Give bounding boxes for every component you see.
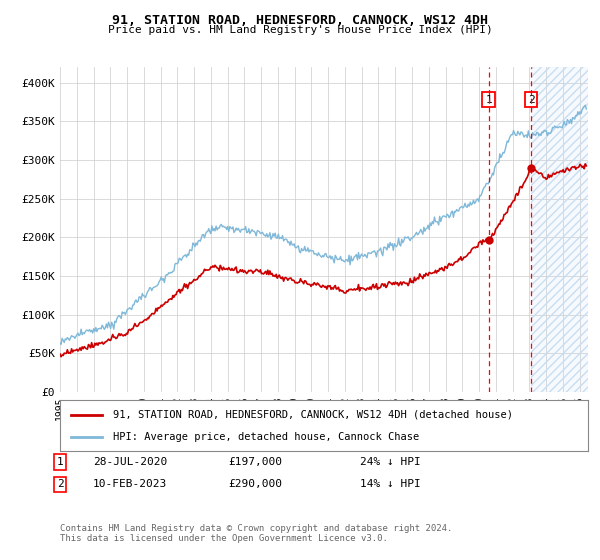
Text: £290,000: £290,000 <box>228 479 282 489</box>
Text: 1: 1 <box>485 95 492 105</box>
Text: 2: 2 <box>528 95 535 105</box>
Text: 91, STATION ROAD, HEDNESFORD, CANNOCK, WS12 4DH (detached house): 91, STATION ROAD, HEDNESFORD, CANNOCK, W… <box>113 409 513 419</box>
Text: 1: 1 <box>56 457 64 467</box>
Text: 28-JUL-2020: 28-JUL-2020 <box>93 457 167 467</box>
Text: 24% ↓ HPI: 24% ↓ HPI <box>360 457 421 467</box>
Text: £197,000: £197,000 <box>228 457 282 467</box>
Text: 10-FEB-2023: 10-FEB-2023 <box>93 479 167 489</box>
Text: 91, STATION ROAD, HEDNESFORD, CANNOCK, WS12 4DH: 91, STATION ROAD, HEDNESFORD, CANNOCK, W… <box>112 14 488 27</box>
Bar <box>531 67 588 392</box>
Text: HPI: Average price, detached house, Cannock Chase: HPI: Average price, detached house, Cann… <box>113 432 419 442</box>
Bar <box>531 67 588 392</box>
Text: 14% ↓ HPI: 14% ↓ HPI <box>360 479 421 489</box>
Text: Contains HM Land Registry data © Crown copyright and database right 2024.
This d: Contains HM Land Registry data © Crown c… <box>60 524 452 543</box>
Text: 2: 2 <box>56 479 64 489</box>
Text: Price paid vs. HM Land Registry's House Price Index (HPI): Price paid vs. HM Land Registry's House … <box>107 25 493 35</box>
